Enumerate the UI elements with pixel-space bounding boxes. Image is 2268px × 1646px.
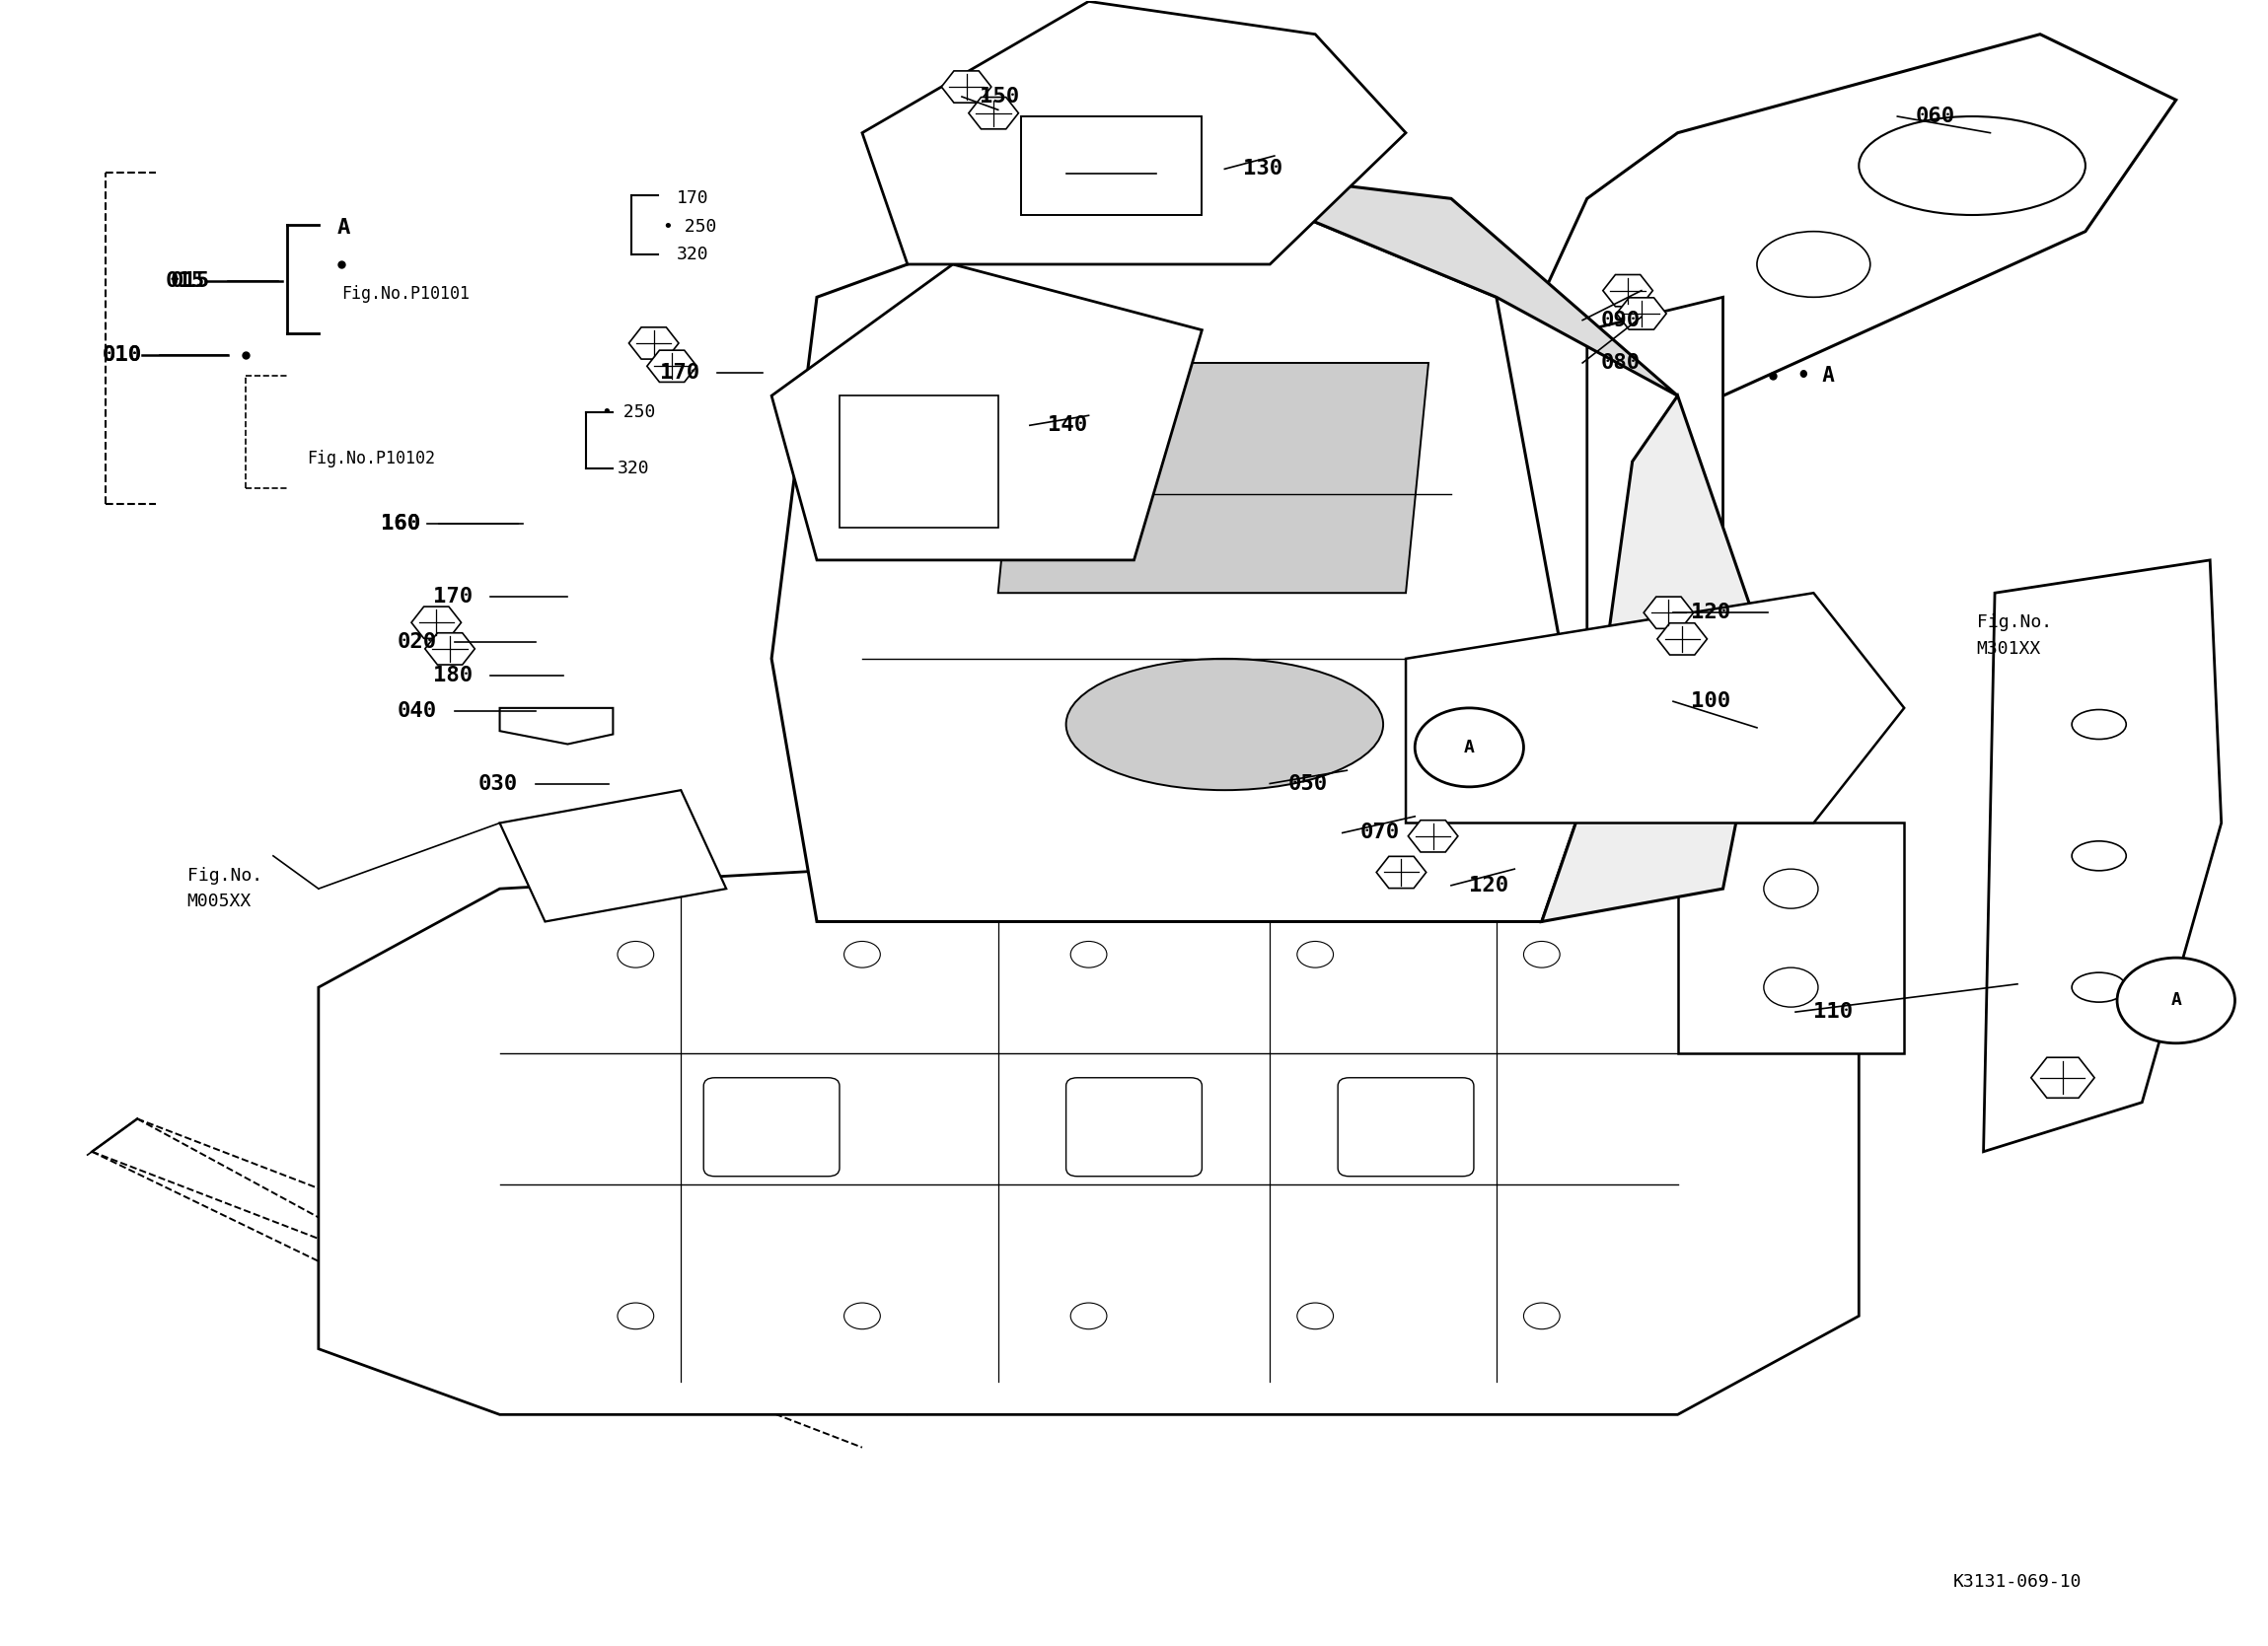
Text: A: A xyxy=(2170,991,2182,1009)
Circle shape xyxy=(1415,708,1524,787)
Polygon shape xyxy=(1603,275,1653,306)
Polygon shape xyxy=(424,634,474,665)
Polygon shape xyxy=(1021,117,1202,216)
Polygon shape xyxy=(1658,624,1708,655)
Text: 020: 020 xyxy=(397,632,435,652)
Text: 060: 060 xyxy=(1916,107,1955,127)
Circle shape xyxy=(1070,1304,1107,1328)
Polygon shape xyxy=(862,2,1406,265)
Polygon shape xyxy=(318,823,1860,1414)
Text: 320: 320 xyxy=(617,459,649,477)
Text: 090: 090 xyxy=(1601,311,1640,331)
Text: 170: 170 xyxy=(676,189,708,207)
Text: 110: 110 xyxy=(1814,1002,1853,1022)
Polygon shape xyxy=(1408,820,1458,853)
Polygon shape xyxy=(646,351,696,382)
Text: M005XX: M005XX xyxy=(188,894,252,910)
Polygon shape xyxy=(1678,823,1905,1053)
Circle shape xyxy=(844,1304,880,1328)
Text: 070: 070 xyxy=(1361,823,1399,843)
Polygon shape xyxy=(941,71,991,102)
Text: • A: • A xyxy=(1799,365,1835,385)
Text: 320: 320 xyxy=(676,245,708,263)
Ellipse shape xyxy=(1758,232,1871,298)
Polygon shape xyxy=(499,790,726,922)
Text: 160: 160 xyxy=(381,514,420,533)
Polygon shape xyxy=(2032,1057,2093,1098)
Polygon shape xyxy=(499,708,612,744)
Polygon shape xyxy=(998,362,1429,593)
Circle shape xyxy=(1765,968,1819,1007)
Text: 100: 100 xyxy=(1692,691,1730,711)
Text: 160: 160 xyxy=(381,514,420,533)
Text: 010: 010 xyxy=(102,344,143,364)
Polygon shape xyxy=(411,607,460,639)
Ellipse shape xyxy=(2071,841,2125,871)
Polygon shape xyxy=(1617,298,1667,329)
Ellipse shape xyxy=(1860,117,2084,216)
Text: 170: 170 xyxy=(433,586,472,606)
Text: • 250: • 250 xyxy=(662,217,717,235)
Polygon shape xyxy=(1984,560,2220,1152)
Text: A: A xyxy=(1463,739,1474,756)
Polygon shape xyxy=(1644,597,1694,629)
Text: 180: 180 xyxy=(433,665,472,685)
Text: 015: 015 xyxy=(166,272,204,291)
Polygon shape xyxy=(1542,35,2175,395)
Polygon shape xyxy=(1588,298,1724,724)
Text: A: A xyxy=(336,219,349,239)
Text: 170: 170 xyxy=(660,362,699,382)
Polygon shape xyxy=(1179,166,1678,395)
Text: Fig.No.: Fig.No. xyxy=(1978,614,2053,632)
Text: 120: 120 xyxy=(1692,602,1730,622)
Circle shape xyxy=(617,1304,653,1328)
Circle shape xyxy=(1070,942,1107,968)
FancyBboxPatch shape xyxy=(703,1078,839,1177)
Text: • 250: • 250 xyxy=(601,403,655,421)
Circle shape xyxy=(1524,942,1560,968)
FancyBboxPatch shape xyxy=(1338,1078,1474,1177)
Ellipse shape xyxy=(2071,973,2125,1002)
Text: 040: 040 xyxy=(397,701,435,721)
FancyBboxPatch shape xyxy=(1066,1078,1202,1177)
Polygon shape xyxy=(1542,395,1769,922)
Circle shape xyxy=(844,942,880,968)
Circle shape xyxy=(1524,1304,1560,1328)
Text: 130: 130 xyxy=(1243,160,1281,179)
Polygon shape xyxy=(1377,856,1427,889)
Polygon shape xyxy=(1406,593,1905,823)
Polygon shape xyxy=(968,97,1018,128)
Text: Fig.No.: Fig.No. xyxy=(188,867,263,884)
Polygon shape xyxy=(771,166,1588,922)
Text: 080: 080 xyxy=(1601,352,1640,372)
Polygon shape xyxy=(839,395,998,527)
Circle shape xyxy=(1765,869,1819,909)
Ellipse shape xyxy=(1066,658,1383,790)
Text: 015: 015 xyxy=(170,272,209,291)
Text: Fig.No.P10101: Fig.No.P10101 xyxy=(340,285,469,303)
Text: K3131-069-10: K3131-069-10 xyxy=(1953,1574,2082,1592)
Circle shape xyxy=(1297,1304,1334,1328)
Text: 030: 030 xyxy=(479,774,517,793)
Text: Fig.No.P10102: Fig.No.P10102 xyxy=(306,449,435,467)
Circle shape xyxy=(1297,942,1334,968)
Text: 150: 150 xyxy=(980,87,1021,107)
Ellipse shape xyxy=(2071,709,2125,739)
Text: 010: 010 xyxy=(102,344,143,364)
Circle shape xyxy=(617,942,653,968)
Polygon shape xyxy=(628,328,678,359)
Text: M301XX: M301XX xyxy=(1978,640,2041,658)
Text: 050: 050 xyxy=(1288,774,1327,793)
Circle shape xyxy=(2116,958,2234,1044)
Text: 120: 120 xyxy=(1470,876,1508,895)
Polygon shape xyxy=(771,265,1202,560)
Text: 140: 140 xyxy=(1048,415,1086,435)
